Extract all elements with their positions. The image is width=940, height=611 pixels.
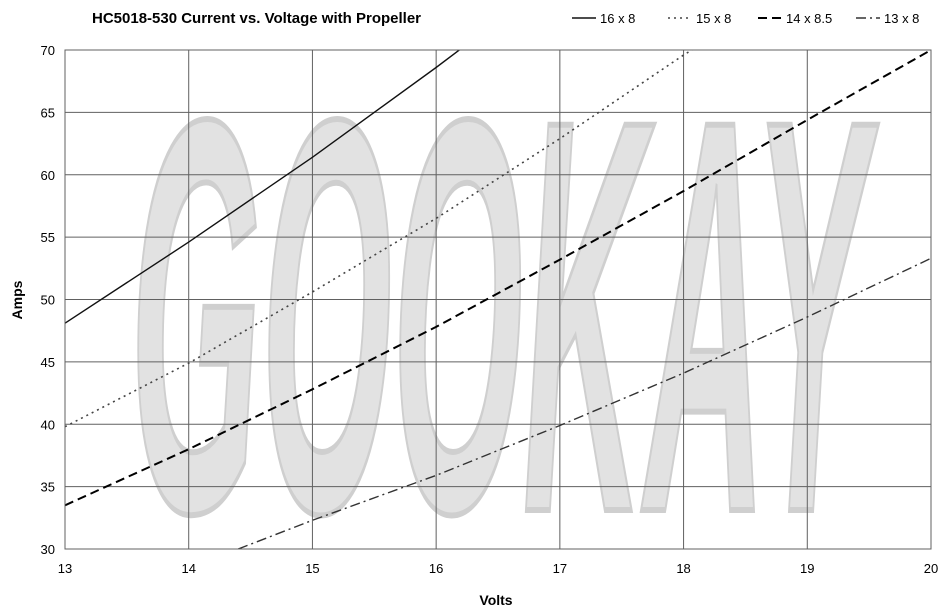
series-line-2 <box>65 50 694 428</box>
series-line-4 <box>237 257 931 549</box>
chart-title: HC5018-530 Current vs. Voltage with Prop… <box>92 10 421 27</box>
series-lines <box>65 50 931 549</box>
legend-label-4: 13 x 8 <box>884 11 919 26</box>
y-axis-ticks: 30 35 40 45 50 55 60 65 70 <box>41 43 55 557</box>
plot-area: GOOKAY <box>64 3 932 611</box>
y-tick-label: 30 <box>41 542 55 557</box>
legend-label-3: 14 x 8.5 <box>786 11 832 26</box>
legend-label-1: 16 x 8 <box>600 11 635 26</box>
x-tick-label: 14 <box>181 561 195 576</box>
legend: 16 x 8 15 x 8 14 x 8.5 13 x 8 <box>572 11 919 26</box>
y-tick-label: 70 <box>41 43 55 58</box>
y-tick-label: 40 <box>41 417 55 432</box>
series-line-3 <box>65 50 931 507</box>
x-axis-ticks: 13 14 15 16 17 18 19 20 <box>58 561 938 576</box>
x-tick-label: 17 <box>553 561 567 576</box>
watermark: GOOKAY <box>127 3 883 611</box>
watermark-logo: GOOKAY <box>130 3 880 611</box>
y-axis-label: Amps <box>9 280 25 319</box>
x-tick-label: 13 <box>58 561 72 576</box>
x-tick-label: 18 <box>676 561 690 576</box>
series-line-1 <box>65 50 461 324</box>
x-tick-label: 15 <box>305 561 319 576</box>
x-tick-label: 16 <box>429 561 443 576</box>
legend-label-2: 15 x 8 <box>696 11 731 26</box>
plot-frame <box>64 49 932 550</box>
y-tick-label: 65 <box>41 105 55 120</box>
y-tick-label: 45 <box>41 355 55 370</box>
y-tick-label: 50 <box>41 293 55 308</box>
x-tick-label: 20 <box>924 561 938 576</box>
y-tick-label: 55 <box>41 230 55 245</box>
y-tick-label: 35 <box>41 480 55 495</box>
x-axis-label: Volts <box>479 592 512 608</box>
y-tick-label: 60 <box>41 168 55 183</box>
x-tick-label: 19 <box>800 561 814 576</box>
